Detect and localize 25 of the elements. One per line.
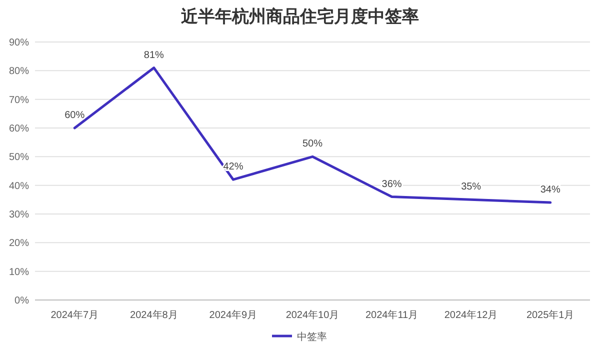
y-tick-label: 80% [8,66,30,78]
y-tick-label: 0% [14,296,30,306]
x-tick-label: 2024年8月 [130,309,178,321]
y-tick-label: 40% [8,180,30,192]
y-tick-label: 60% [8,124,30,134]
data-label: 35% [461,182,482,193]
data-label: 81% [144,50,164,61]
y-tick-label: 70% [8,94,30,106]
x-tick-label: 2024年7月 [50,309,99,321]
x-tick-label: 2024年12月 [444,309,498,321]
y-tick-label: 10% [8,266,30,278]
y-tick-label: 30% [8,210,30,220]
x-tick-label: 2025年1月 [526,309,574,321]
y-tick-label: 90% [8,38,30,48]
data-label: 36% [382,178,402,190]
x-tick-label: 2024年9月 [209,309,258,321]
data-label: 34% [540,184,560,196]
chart-title: 近半年杭州商品住宅月度中签率 [180,7,419,26]
data-label: 50% [302,138,323,150]
legend-label: 中签率 [297,331,327,343]
y-tick-label: 20% [8,238,30,250]
x-tick-label: 2024年11月 [365,309,418,321]
x-tick-label: 2024年10月 [286,309,340,321]
data-label: 60% [64,110,85,121]
y-tick-label: 50% [8,152,30,164]
